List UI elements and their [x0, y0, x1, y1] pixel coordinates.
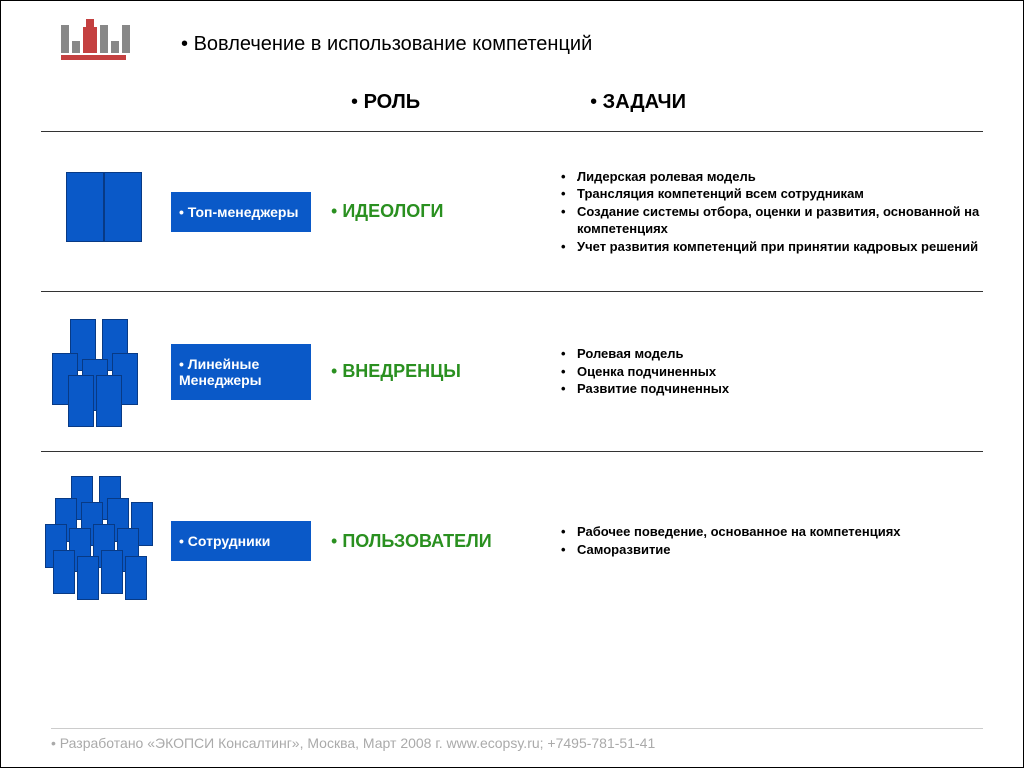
- header-role: РОЛЬ: [351, 91, 420, 114]
- slide: Вовлечение в использование компетенций Р…: [1, 1, 1023, 767]
- role-text-ideologi: ИДЕОЛОГИ: [331, 201, 443, 222]
- group-label: Линейные Менеджеры: [179, 356, 262, 388]
- group-col: • Топ-менеджеры: [171, 192, 321, 232]
- footer: Разработано «ЭКОПСИ Консалтинг», Москва,…: [51, 728, 983, 751]
- pyramid-icon-bottom: [41, 476, 161, 606]
- group-col: • Сотрудники: [171, 521, 321, 561]
- task-item: Саморазвитие: [561, 541, 983, 559]
- row-line-managers: • Линейные Менеджеры ВНЕДРЕНЦЫ Ролевая м…: [41, 291, 983, 451]
- logo: [61, 25, 130, 60]
- role-col: ВНЕДРЕНЦЫ: [331, 361, 551, 382]
- header-tasks: ЗАДАЧИ: [590, 91, 686, 114]
- role-col: ПОЛЬЗОВАТЕЛИ: [331, 531, 551, 552]
- column-headers: РОЛЬ ЗАДАЧИ: [351, 91, 686, 114]
- logo-bars: [61, 25, 130, 53]
- role-text-vnedrency: ВНЕДРЕНЦЫ: [331, 361, 461, 382]
- role-text-polzovateli: ПОЛЬЗОВАТЕЛИ: [331, 531, 492, 552]
- task-item: Учет развития компетенций при принятии к…: [561, 238, 983, 256]
- task-item: Рабочее поведение, основанное на компете…: [561, 523, 983, 541]
- pyramid-icon-middle: [41, 317, 161, 427]
- group-box-middle: • Линейные Менеджеры: [171, 344, 311, 400]
- task-item: Создание системы отбора, оценки и развит…: [561, 203, 983, 238]
- group-label: Топ-менеджеры: [188, 204, 299, 220]
- task-item: Оценка подчиненных: [561, 363, 983, 381]
- task-item: Трансляция компетенций всем сотрудникам: [561, 185, 983, 203]
- pyramid-icon-top: [41, 172, 161, 252]
- group-box-bottom: • Сотрудники: [171, 521, 311, 561]
- group-col: • Линейные Менеджеры: [171, 344, 321, 400]
- tasks-col-top: Лидерская ролевая модель Трансляция комп…: [561, 168, 983, 256]
- row-employees: • Сотрудники ПОЛЬЗОВАТЕЛИ Рабочее поведе…: [41, 451, 983, 630]
- task-item: Лидерская ролевая модель: [561, 168, 983, 186]
- slide-title: Вовлечение в использование компетенций: [181, 33, 592, 56]
- tasks-col-bottom: Рабочее поведение, основанное на компете…: [561, 523, 983, 558]
- tasks-col-middle: Ролевая модель Оценка подчиненных Развит…: [561, 345, 983, 398]
- group-box-top: • Топ-менеджеры: [171, 192, 311, 232]
- task-item: Ролевая модель: [561, 345, 983, 363]
- logo-underline: [61, 55, 126, 60]
- role-col: ИДЕОЛОГИ: [331, 201, 551, 222]
- row-top-managers: • Топ-менеджеры ИДЕОЛОГИ Лидерская ролев…: [41, 131, 983, 291]
- group-label: Сотрудники: [188, 533, 271, 549]
- task-item: Развитие подчиненных: [561, 380, 983, 398]
- rows-area: • Топ-менеджеры ИДЕОЛОГИ Лидерская ролев…: [41, 131, 983, 630]
